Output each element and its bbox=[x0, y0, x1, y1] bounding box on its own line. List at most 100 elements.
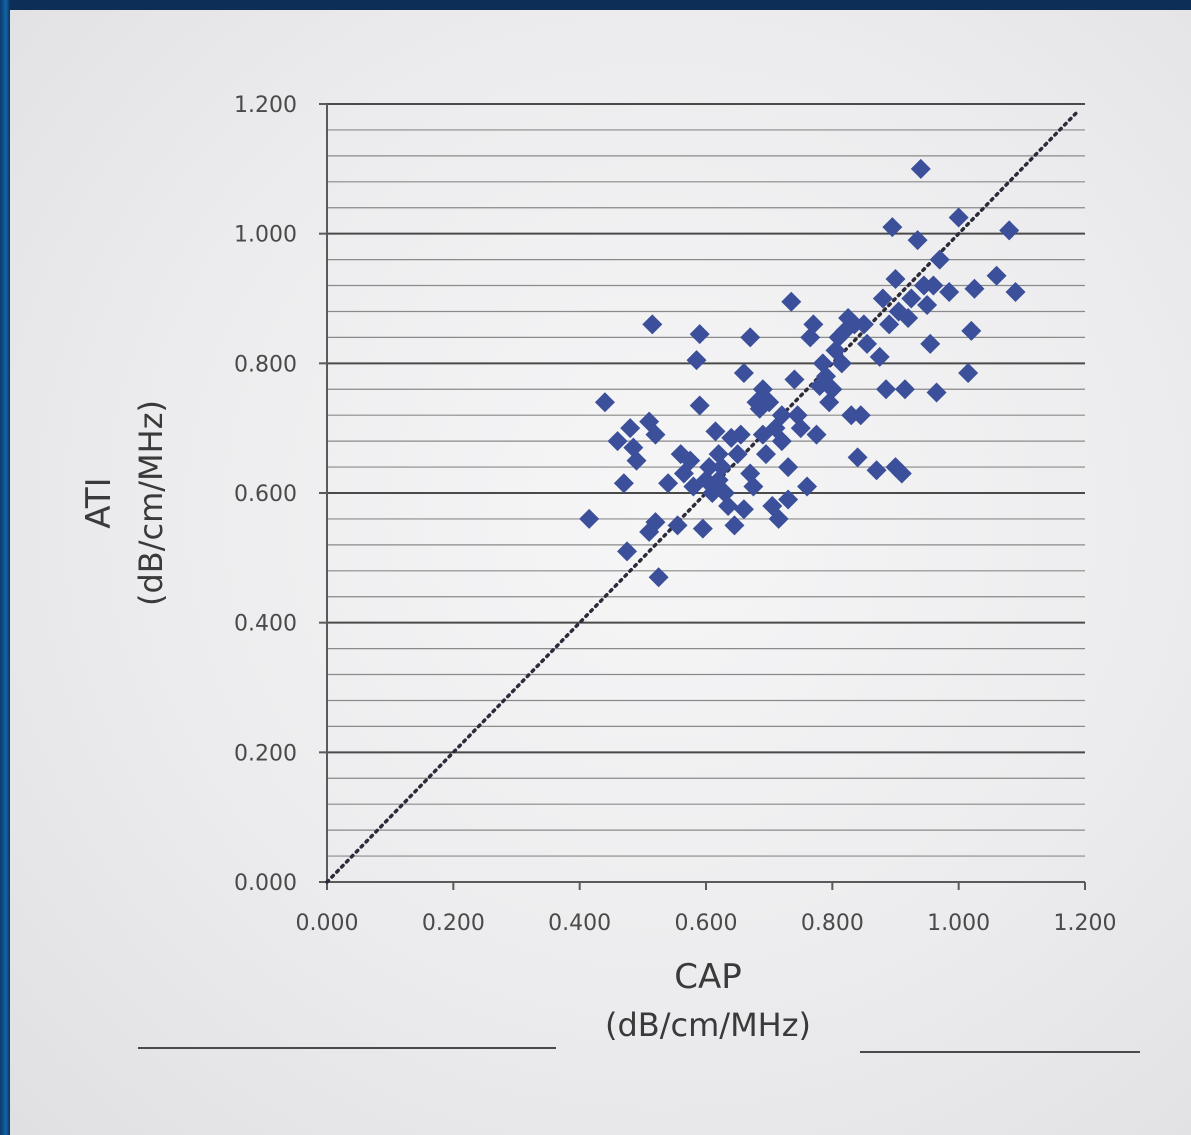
data-point bbox=[699, 457, 720, 478]
data-point bbox=[901, 288, 922, 309]
x-tick-label: 1.000 bbox=[927, 911, 990, 936]
data-point bbox=[898, 307, 919, 328]
data-point bbox=[733, 363, 754, 384]
data-point bbox=[891, 463, 912, 484]
data-point bbox=[926, 382, 947, 403]
data-point bbox=[879, 314, 900, 335]
data-point bbox=[876, 379, 897, 400]
data-point bbox=[910, 158, 931, 179]
y-tick-label: 1.000 bbox=[234, 223, 297, 248]
data-point bbox=[705, 421, 726, 442]
data-point bbox=[939, 282, 960, 303]
y-tick-labels: 0.000 0.200 0.400 0.600 0.800 1.000 1.200 bbox=[234, 93, 327, 896]
data-point bbox=[620, 418, 641, 439]
data-point bbox=[778, 489, 799, 510]
data-point bbox=[730, 424, 751, 445]
data-point bbox=[759, 392, 780, 413]
data-point bbox=[680, 450, 701, 471]
x-tick-label: 0.200 bbox=[422, 911, 485, 936]
data-point bbox=[594, 392, 615, 413]
data-point bbox=[686, 350, 707, 371]
data-point bbox=[692, 518, 713, 539]
data-point bbox=[797, 476, 818, 497]
data-point bbox=[658, 473, 679, 494]
data-point bbox=[727, 444, 748, 465]
data-point bbox=[645, 424, 666, 445]
data-point bbox=[999, 220, 1020, 241]
data-point bbox=[724, 515, 745, 536]
data-point bbox=[768, 508, 789, 529]
x-tick-label: 0.400 bbox=[548, 911, 611, 936]
data-point bbox=[1005, 282, 1026, 303]
y-tick-label: 0.400 bbox=[234, 612, 297, 637]
data-point bbox=[866, 460, 887, 481]
x-axis-title-main: CAP bbox=[674, 957, 742, 997]
data-point bbox=[948, 207, 969, 228]
data-point bbox=[923, 275, 944, 296]
data-point bbox=[803, 314, 824, 335]
y-tick-label: 0.600 bbox=[234, 482, 297, 507]
data-point bbox=[885, 269, 906, 290]
data-point bbox=[743, 476, 764, 497]
data-point bbox=[784, 369, 805, 390]
data-point bbox=[617, 541, 638, 562]
data-point bbox=[689, 395, 710, 416]
data-point bbox=[778, 457, 799, 478]
data-point bbox=[781, 291, 802, 312]
data-point bbox=[806, 424, 827, 445]
data-point bbox=[822, 379, 843, 400]
data-point bbox=[756, 444, 777, 465]
paper-sheet bbox=[10, 10, 1191, 1135]
data-point bbox=[850, 405, 871, 426]
data-point bbox=[607, 431, 628, 452]
data-point bbox=[613, 473, 634, 494]
y-tick-label: 0.000 bbox=[234, 871, 297, 896]
y-tick-label: 1.200 bbox=[234, 93, 297, 118]
y-axis-title: ATI (dB/cm/MHz) bbox=[79, 400, 170, 606]
y-tick-label: 0.200 bbox=[234, 741, 297, 766]
data-point bbox=[771, 405, 792, 426]
data-point bbox=[771, 431, 792, 452]
x-tick-label: 1.200 bbox=[1054, 911, 1117, 936]
data-point bbox=[648, 567, 669, 588]
data-point bbox=[847, 447, 868, 468]
x-tick-label: 0.000 bbox=[296, 911, 359, 936]
data-point bbox=[667, 515, 688, 536]
data-point bbox=[645, 512, 666, 533]
data-point bbox=[740, 327, 761, 348]
data-point bbox=[894, 379, 915, 400]
identity-line bbox=[325, 110, 1080, 884]
data-point bbox=[882, 217, 903, 238]
data-points bbox=[579, 158, 1026, 588]
data-point bbox=[929, 249, 950, 270]
data-point bbox=[964, 278, 985, 299]
data-point bbox=[853, 314, 874, 335]
data-point bbox=[857, 333, 878, 354]
y-tick-label: 0.800 bbox=[234, 352, 297, 377]
data-point bbox=[917, 294, 938, 315]
data-point bbox=[733, 499, 754, 520]
data-point bbox=[642, 314, 663, 335]
data-point bbox=[790, 418, 811, 439]
data-point bbox=[907, 230, 928, 251]
data-point bbox=[869, 346, 890, 367]
y-axis-title-unit: (dB/cm/MHz) bbox=[132, 400, 170, 606]
data-point bbox=[626, 450, 647, 471]
data-point bbox=[711, 457, 732, 478]
data-point bbox=[718, 495, 739, 516]
data-point bbox=[831, 353, 852, 374]
data-point bbox=[961, 320, 982, 341]
x-tick-label: 0.600 bbox=[675, 911, 738, 936]
data-point bbox=[872, 288, 893, 309]
x-axis-title-unit: (dB/cm/MHz) bbox=[605, 1006, 811, 1044]
x-tick-label: 0.800 bbox=[801, 911, 864, 936]
data-point bbox=[689, 324, 710, 345]
data-point bbox=[958, 363, 979, 384]
data-point bbox=[986, 265, 1007, 286]
data-point bbox=[920, 333, 941, 354]
x-tick-labels: 0.000 0.200 0.400 0.600 0.800 1.000 1.200 bbox=[296, 882, 1117, 936]
data-point bbox=[579, 508, 600, 529]
y-axis-title-main: ATI bbox=[79, 477, 119, 528]
